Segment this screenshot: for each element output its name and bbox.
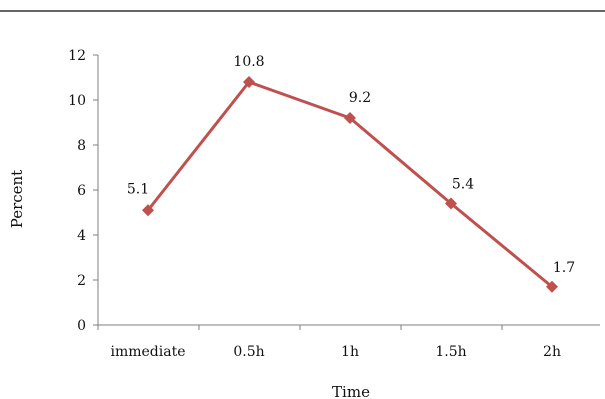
y-tick-label: 2 xyxy=(77,273,86,289)
x-tick-label: immediate xyxy=(110,344,185,360)
data-point-marker xyxy=(142,204,154,217)
x-tick-label: 1h xyxy=(341,344,359,360)
x-tick-label: 2h xyxy=(543,344,561,360)
data-point-marker xyxy=(546,280,558,293)
y-tick-label: 4 xyxy=(77,228,86,244)
data-label: 5.4 xyxy=(452,177,474,193)
data-label: 1.7 xyxy=(553,260,575,276)
x-tick-label: 0.5h xyxy=(233,344,264,360)
y-tick-label: 6 xyxy=(77,183,86,199)
y-tick-label: 0 xyxy=(77,318,86,334)
data-label: 5.1 xyxy=(127,181,149,197)
y-tick-label: 8 xyxy=(77,138,86,154)
y-tick-label: 12 xyxy=(68,48,86,64)
y-tick-label: 10 xyxy=(68,93,86,109)
data-label: 9.2 xyxy=(349,90,371,106)
data-point-marker xyxy=(243,76,255,88)
y-axis-title: Percent xyxy=(8,170,26,228)
data-point-marker xyxy=(445,197,457,210)
data-point-marker xyxy=(344,112,356,124)
data-label: 10.8 xyxy=(233,54,264,70)
x-axis-title: Time xyxy=(332,383,370,399)
x-tick-label: 1.5h xyxy=(435,344,466,360)
